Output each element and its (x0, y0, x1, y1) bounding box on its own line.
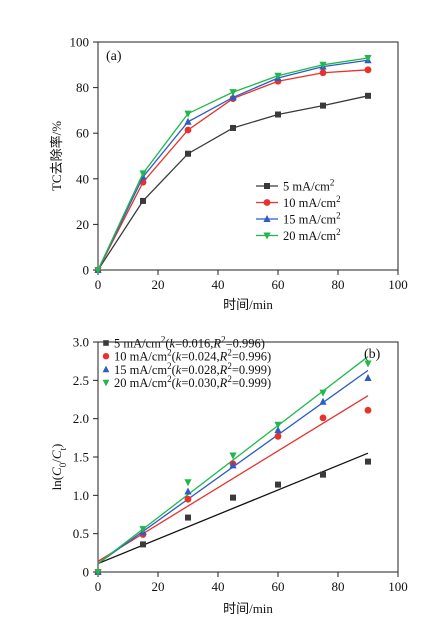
legend-marker (102, 353, 110, 360)
data-point (364, 66, 372, 74)
legend-entry: 10 mA/cm2(k=0.024,R2=0.996) (114, 348, 271, 364)
x-tick-label: 60 (272, 277, 285, 292)
legend-entry: 20 mA/cm2(k=0.030,R2=0.999) (114, 374, 271, 390)
data-point (274, 432, 282, 440)
x-tick-label: 80 (332, 579, 345, 594)
data-point (364, 374, 372, 382)
data-point (229, 452, 237, 460)
data-point (319, 397, 327, 405)
x-tick-label: 0 (95, 277, 102, 292)
data-point (364, 54, 372, 62)
fit-line-2 (97, 395, 369, 562)
y-tick-label: 60 (76, 126, 89, 141)
data-point (364, 360, 372, 368)
y-tick-label: 0.5 (73, 526, 89, 541)
y-tick-label: 100 (70, 35, 90, 50)
data-point (229, 461, 237, 469)
legend-entry: 15 mA/cm2(k=0.028,R2=0.999) (114, 361, 271, 377)
panel-a: 0 20 40 60 80 100 0 20 40 60 80 100 (a) 时间/min TC去除… (49, 35, 408, 313)
panel-a-label: (a) (106, 49, 122, 64)
data-point (274, 426, 282, 434)
panel-b-legend: 5 mA/cm2(k=0.016,R2=0.996)10 mA/cm2(k=0.… (102, 335, 271, 390)
x-tick-label: 60 (272, 579, 285, 594)
x-tick-label: 100 (388, 579, 408, 594)
panel-a-frame (97, 41, 399, 271)
data-point (184, 479, 192, 487)
panel-a-ticks: 0 20 40 60 80 100 0 20 40 60 80 100 (70, 35, 408, 293)
data-point (184, 487, 192, 495)
data-point (320, 471, 326, 478)
data-point (274, 72, 282, 80)
y-tick-label: 0 (83, 565, 90, 580)
data-point (184, 110, 192, 118)
data-point (275, 111, 281, 118)
data-point (229, 93, 237, 101)
fit-line-1 (97, 452, 369, 565)
x-tick-label: 80 (332, 277, 345, 292)
legend-entry: 20 mA/cm2 (283, 227, 341, 243)
data-point (184, 495, 192, 503)
data-point (319, 414, 327, 422)
data-point (184, 117, 192, 125)
legend-marker (263, 215, 271, 222)
y-tick-label: 40 (76, 171, 89, 186)
data-point (364, 406, 372, 414)
panel-b-y-axis-title: ln(C0/Ct) (49, 444, 68, 491)
data-point (319, 69, 327, 77)
panel-b-label: (b) (364, 347, 381, 362)
data-point (185, 150, 191, 157)
legend-entry: 5 mA/cm2 (283, 178, 334, 194)
panel-b-ticks: 0 20 40 60 80 100 0 0.5 1.0 1.5 2.0 2.5 3.0 (73, 335, 408, 595)
x-tick-label: 20 (152, 579, 165, 594)
x-tick-label: 100 (388, 277, 408, 292)
data-point (230, 124, 236, 131)
x-tick-label: 40 (212, 579, 225, 594)
x-tick-label: 40 (212, 277, 225, 292)
x-tick-label: 20 (152, 277, 165, 292)
y-tick-label: 80 (76, 80, 89, 95)
data-point (275, 481, 281, 488)
panel-a-series (94, 54, 372, 274)
data-point (94, 267, 102, 274)
y-tick-label: 1.5 (73, 450, 89, 465)
y-tick-label: 3.0 (73, 335, 89, 350)
legend-marker (263, 232, 271, 240)
legend-entry: 5 mA/cm2(k=0.016,R2=0.996) (114, 335, 265, 351)
data-point (94, 569, 102, 576)
data-point (139, 170, 147, 178)
panel-b-series (94, 360, 372, 576)
y-tick-label: 0 (83, 263, 90, 278)
data-point (320, 102, 326, 109)
legend-marker (103, 340, 109, 346)
data-point (140, 197, 146, 204)
panel-a-y-axis-title: TC去除率/% (49, 121, 64, 191)
y-tick-label: 2.0 (73, 411, 89, 426)
legend-marker (102, 365, 110, 373)
data-point (184, 126, 192, 134)
y-tick-label: 20 (76, 217, 89, 232)
y-tick-label: 1.0 (73, 488, 89, 503)
legend-marker (102, 379, 110, 387)
panel-a-x-axis-title: 时间/min (223, 297, 273, 312)
y-tick-label: 2.5 (73, 373, 89, 388)
data-point (185, 514, 191, 521)
data-point (319, 61, 327, 69)
data-point (229, 89, 237, 97)
panel-b-x-axis-title: 时间/min (223, 601, 273, 616)
legend-entry: 15 mA/cm2 (283, 211, 341, 227)
panel-b: 0 20 40 60 80 100 0 0.5 1.0 1.5 2.0 2.5 3.0 (b) 时间/m… (49, 335, 408, 617)
legend-marker (263, 199, 271, 206)
data-point (274, 421, 282, 429)
x-tick-label: 0 (95, 579, 102, 594)
legend-entry: 10 mA/cm2 (283, 194, 341, 210)
data-point (139, 526, 147, 534)
data-point (230, 494, 236, 501)
data-point (140, 541, 146, 548)
data-point (365, 458, 371, 465)
data-point (319, 389, 327, 397)
data-point (365, 92, 371, 99)
legend-marker (264, 183, 270, 189)
